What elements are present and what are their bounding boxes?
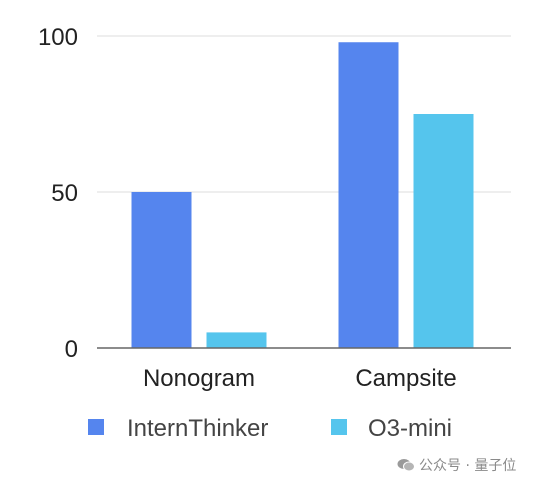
x-category-label: Campsite [355, 365, 456, 392]
y-tick-label: 0 [65, 336, 78, 363]
wechat-icon [397, 459, 415, 472]
y-tick-label: 100 [38, 24, 78, 51]
legend-label: O3-mini [368, 415, 452, 442]
watermark: 公众号 · 量子位 [397, 455, 516, 475]
bars [131, 42, 474, 349]
x-category-label: Nonogram [143, 365, 255, 392]
bar-internthinker-campsite [338, 42, 399, 349]
bar-o3-mini-nonogram [206, 332, 267, 348]
axes: 0 50 100 Nonogram Campsite [38, 24, 511, 392]
legend-swatch [331, 419, 347, 435]
legend-swatch [88, 419, 104, 435]
bar-o3-mini-campsite [413, 114, 474, 348]
legend-label: InternThinker [127, 415, 268, 442]
watermark-text: 公众号 · 量子位 [419, 458, 517, 474]
y-tick-label: 50 [51, 180, 78, 207]
legend: InternThinker O3-mini [88, 415, 452, 442]
bar-internthinker-nonogram [131, 192, 192, 348]
